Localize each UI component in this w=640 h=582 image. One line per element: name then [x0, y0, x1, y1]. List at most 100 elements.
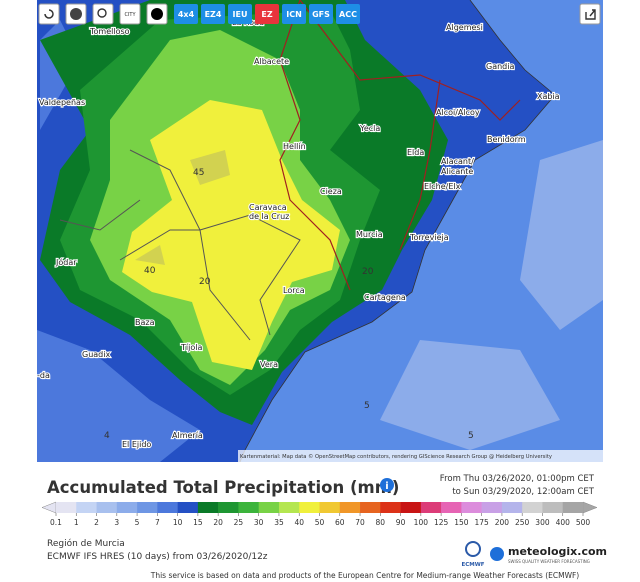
- legend-tick-label: 300: [535, 518, 550, 527]
- legend-swatch: [501, 502, 523, 513]
- legend-swatch: [258, 502, 280, 513]
- model-button[interactable]: [282, 4, 306, 24]
- legend-swatch: [278, 502, 300, 513]
- reload-button[interactable]: [38, 3, 60, 25]
- model: ECMWF IFS HRES (10 days) from 03/26/2020…: [47, 552, 268, 562]
- place-label: -da: [37, 371, 50, 380]
- contour-label: 20: [199, 277, 211, 287]
- legend-swatch: [481, 502, 503, 513]
- attribution-bg: [238, 450, 603, 462]
- model-button-label: EZ: [261, 10, 272, 19]
- model-button[interactable]: [255, 4, 279, 24]
- contour-label: 20: [362, 267, 374, 277]
- share-icon: [585, 9, 596, 20]
- legend-swatch: [238, 502, 259, 513]
- model-button-label: GFS: [312, 10, 330, 19]
- legend-tick-label: 60: [335, 518, 345, 527]
- legend-swatch: [522, 502, 543, 513]
- legend-tick-label: 10: [173, 518, 183, 527]
- model-button[interactable]: [309, 4, 333, 24]
- city-button[interactable]: [119, 3, 141, 25]
- place-label: Guadix: [82, 350, 110, 359]
- model-button[interactable]: [228, 4, 252, 24]
- place-label: Xabia: [537, 92, 560, 101]
- ecmwf-label: ECMWF: [461, 562, 484, 568]
- legend-swatch: [197, 502, 219, 513]
- legend-arrow-right: [582, 501, 598, 514]
- legend-tick-label: 35: [274, 518, 284, 527]
- model-button-label: ICN: [286, 10, 302, 19]
- info-button[interactable]: [380, 478, 394, 492]
- legend-swatch: [380, 502, 401, 513]
- legend-tick-label: 3: [114, 518, 119, 527]
- place-label: Albacete: [254, 57, 289, 66]
- date-to: to Sun 03/29/2020, 12:00am CET: [452, 487, 594, 497]
- legend-swatch: [562, 502, 584, 513]
- model-button-label: EZ4: [205, 10, 222, 19]
- footer: This service is based on data and produc…: [150, 571, 580, 580]
- zoom-button[interactable]: [92, 3, 114, 25]
- legend-tick-label: 40: [294, 518, 304, 527]
- contour-label: 5: [468, 431, 474, 441]
- place-label: Cartagena: [364, 293, 406, 302]
- map[interactable]: La RodaTomellosoAlbaceteAlgemesiGandiaVa…: [37, 0, 603, 462]
- share-button[interactable]: [579, 3, 601, 25]
- place-label: Algemesi: [446, 23, 483, 32]
- meteologix-name: meteologix.com: [508, 545, 607, 558]
- legend-swatch: [177, 502, 199, 513]
- legend-arrow-left: [41, 501, 57, 514]
- model-button[interactable]: [336, 4, 360, 24]
- legend-swatch: [441, 502, 462, 513]
- place-label: Alcoi/Alcoy: [436, 108, 480, 117]
- place-label: Elda: [407, 148, 424, 157]
- place-label: Almería: [172, 431, 203, 440]
- legend-tick-label: 400: [556, 518, 571, 527]
- legend-swatch: [299, 502, 320, 513]
- legend-tick-label: 80: [376, 518, 386, 527]
- province-border: [279, 0, 521, 291]
- legend-swatch: [339, 502, 361, 513]
- place-label: El Ejido: [122, 440, 151, 449]
- place-label: Torrevieja: [409, 233, 449, 242]
- place-label: de la Cruz: [249, 212, 289, 221]
- model-button-label: IEU: [233, 10, 248, 19]
- contour-label: 4: [104, 431, 110, 441]
- legend-tick-label: 20: [213, 518, 223, 527]
- legend-swatch: [56, 502, 77, 513]
- region: Región de Murcia: [47, 538, 125, 549]
- legend-tick-label: 250: [515, 518, 530, 527]
- legend-swatch: [116, 502, 138, 513]
- contour-label: 45: [193, 168, 204, 178]
- model-button[interactable]: [201, 4, 225, 24]
- place-label: Elche/Elx: [424, 182, 461, 191]
- sea: [240, 0, 603, 462]
- model-button[interactable]: [174, 4, 198, 24]
- region-border: [59, 149, 301, 341]
- contour-label: 5: [364, 401, 370, 411]
- legend-swatch: [542, 502, 564, 513]
- legend-swatch: [76, 502, 97, 513]
- legend-tick-label: 1: [74, 518, 79, 527]
- sea-light: [380, 140, 603, 450]
- yellow: [122, 100, 340, 370]
- place-label: Vera: [260, 360, 278, 369]
- contour-label: 40: [144, 266, 156, 276]
- place-label: Jódar: [55, 257, 77, 267]
- date-from: From Thu 03/26/2020, 01:00pm CET: [440, 474, 595, 484]
- legend-swatch: [157, 502, 178, 513]
- dot-icon: [151, 8, 163, 20]
- attribution: Kartenmaterial: Map data © OpenStreetMap…: [240, 453, 552, 460]
- legend-tick-label: 500: [576, 518, 591, 527]
- legend-tick-label: 175: [474, 518, 489, 527]
- toolbar: CITY 4x4 EZ4 IEU EZ ICN GFS ACC: [38, 3, 601, 25]
- legend-tick-label: 5: [135, 518, 140, 527]
- legend-tick-label: 2: [94, 518, 99, 527]
- legend-tick-label: 30: [254, 518, 264, 527]
- globe-icon: [70, 8, 82, 20]
- place-label: Alicante: [441, 167, 473, 176]
- legend-tick-label: 150: [454, 518, 469, 527]
- contours: 45 40 20 20 5 5 4: [104, 168, 474, 441]
- legend-swatch: [461, 502, 482, 513]
- place-label: Baza: [135, 318, 155, 327]
